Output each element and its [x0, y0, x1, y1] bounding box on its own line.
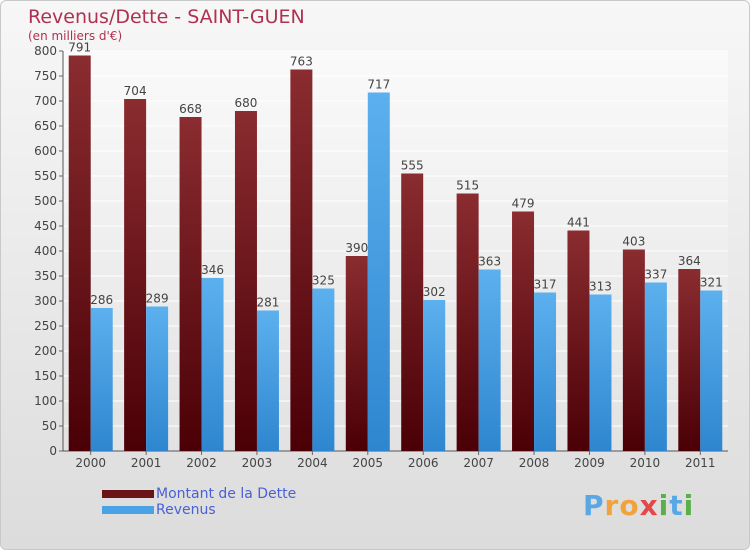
data-label-dette: 763 [290, 55, 313, 69]
y-tick-label: 550 [34, 169, 57, 183]
y-tick-label: 350 [34, 269, 57, 283]
logo-letter: r [604, 489, 620, 522]
data-label-revenus: 363 [478, 255, 501, 269]
data-label-revenus: 317 [534, 278, 557, 292]
bar-dette [68, 55, 91, 451]
y-tick-label: 700 [34, 94, 57, 108]
bar-revenus [90, 308, 113, 451]
data-label-revenus: 337 [644, 268, 667, 282]
legend-swatch-dette [102, 490, 154, 498]
y-tick-label: 600 [34, 144, 57, 158]
bar-revenus [644, 282, 667, 451]
data-label-revenus: 289 [146, 292, 169, 306]
logo-letter: x [639, 489, 659, 522]
logo-letter: P [583, 489, 605, 522]
data-label-revenus: 717 [367, 78, 390, 92]
logo-letter: i [658, 489, 670, 522]
y-tick-label: 450 [34, 219, 57, 233]
logo-letter: i [683, 489, 695, 522]
bar-revenus [256, 310, 279, 451]
data-label-dette: 364 [678, 254, 701, 268]
data-label-dette: 515 [456, 179, 479, 193]
y-tick-label: 500 [34, 194, 57, 208]
bar-dette [567, 230, 590, 451]
data-label-dette: 390 [345, 241, 368, 255]
bar-revenus [146, 306, 169, 451]
bar-revenus [423, 300, 446, 451]
bar-dette [124, 99, 147, 451]
x-tick-label: 2006 [408, 456, 439, 470]
data-label-dette: 479 [512, 197, 535, 211]
legend-item-dette: Montant de la Dette [102, 486, 296, 502]
chart-title: Revenus/Dette - SAINT-GUEN [28, 6, 305, 28]
bar-dette [678, 269, 701, 451]
bar-revenus [367, 92, 390, 451]
proxiti-logo: Proxiti [583, 489, 694, 522]
y-tick-label: 800 [34, 44, 57, 58]
data-label-dette: 403 [622, 235, 645, 249]
y-tick-label: 200 [34, 344, 57, 358]
y-tick-label: 750 [34, 69, 57, 83]
bar-revenus [534, 292, 557, 451]
data-label-dette: 668 [179, 102, 202, 116]
x-tick-label: 2007 [463, 456, 494, 470]
y-tick-label: 0 [49, 444, 57, 458]
y-tick-label: 150 [34, 369, 57, 383]
x-tick-label: 2010 [630, 456, 661, 470]
logo-letter: t [669, 489, 684, 522]
x-tick-label: 2009 [574, 456, 605, 470]
y-tick-label: 650 [34, 119, 57, 133]
data-label-dette: 791 [68, 41, 91, 55]
bar-dette [512, 211, 535, 451]
x-tick-label: 2004 [297, 456, 328, 470]
data-label-dette: 555 [401, 159, 424, 173]
data-label-revenus: 325 [312, 274, 335, 288]
bar-dette [234, 111, 257, 451]
data-label-revenus: 302 [423, 285, 446, 299]
data-label-dette: 441 [567, 216, 590, 230]
x-tick-label: 2011 [685, 456, 716, 470]
y-tick-label: 400 [34, 244, 57, 258]
chart-subtitle: (en milliers d'€) [28, 29, 123, 43]
bar-dette [401, 173, 424, 451]
data-label-revenus: 346 [201, 263, 224, 277]
x-tick-label: 2003 [242, 456, 273, 470]
data-label-dette: 680 [235, 96, 258, 110]
x-tick-label: 2001 [131, 456, 162, 470]
legend-label-revenus: Revenus [156, 502, 216, 518]
bar-dette [290, 69, 313, 451]
x-tick-label: 2005 [353, 456, 384, 470]
bar-dette [456, 193, 479, 451]
x-tick-label: 2008 [519, 456, 550, 470]
bar-revenus [312, 288, 335, 451]
data-label-revenus: 321 [700, 276, 723, 290]
bar-revenus [589, 294, 612, 451]
bar-dette [345, 256, 368, 451]
bar-revenus [201, 278, 224, 451]
legend-item-revenus: Revenus [102, 502, 296, 518]
legend-swatch-revenus [102, 506, 154, 514]
bar-revenus [700, 290, 723, 451]
legend-label-dette: Montant de la Dette [156, 486, 297, 502]
data-label-revenus: 281 [257, 296, 280, 310]
x-tick-label: 2002 [186, 456, 217, 470]
y-tick-label: 250 [34, 319, 57, 333]
x-tick-label: 2000 [75, 456, 106, 470]
logo-letter: o [619, 489, 640, 522]
bar-dette [179, 117, 202, 451]
y-tick-label: 50 [42, 419, 57, 433]
data-label-dette: 704 [124, 84, 147, 98]
y-tick-label: 300 [34, 294, 57, 308]
y-tick-label: 100 [34, 394, 57, 408]
data-label-revenus: 286 [90, 293, 113, 307]
bar-revenus [478, 269, 501, 451]
legend: Montant de la Dette Revenus [102, 486, 296, 518]
data-label-revenus: 313 [589, 280, 612, 294]
bar-dette [622, 249, 645, 451]
